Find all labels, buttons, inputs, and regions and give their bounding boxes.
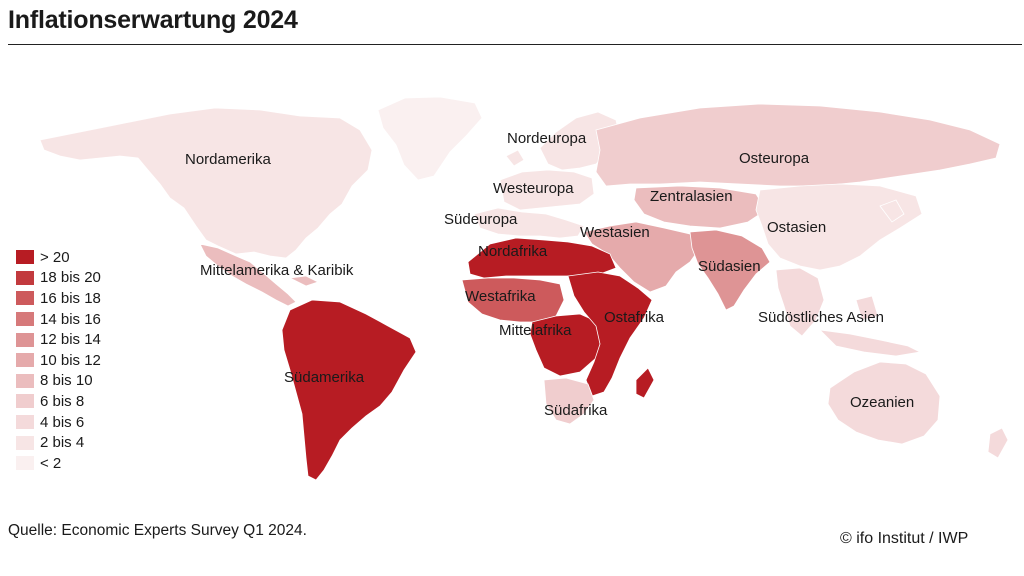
legend-label: 12 bis 14 xyxy=(40,331,101,349)
legend-item: 14 bis 16 xyxy=(16,309,101,330)
legend-swatch xyxy=(16,312,34,327)
region-label-mittelamerika: Mittelamerika & Karibik xyxy=(200,262,354,279)
region-shape-nordafrika xyxy=(467,237,617,279)
region-shape-mittelamerika xyxy=(199,243,320,307)
legend-item: 2 bis 4 xyxy=(16,432,101,453)
legend-swatch xyxy=(16,456,34,471)
region-label-osteuropa: Osteuropa xyxy=(739,150,810,167)
region-shape-ostasien xyxy=(755,183,923,271)
region-label-westeuropa: Westeuropa xyxy=(493,180,574,197)
title-rule xyxy=(8,44,1022,45)
legend-label: 16 bis 18 xyxy=(40,289,101,307)
region-shape-suedoestliches-asien xyxy=(775,267,922,357)
region-label-suedafrika: Südafrika xyxy=(544,402,608,419)
legend-item: 6 bis 8 xyxy=(16,391,101,412)
region-shape-suedamerika xyxy=(281,299,417,481)
region-label-westasien: Westasien xyxy=(580,224,650,241)
legend-item: 12 bis 14 xyxy=(16,329,101,350)
legend-swatch xyxy=(16,435,34,450)
credit-note: © ifo Institut / IWP xyxy=(840,530,969,547)
legend-label: 4 bis 6 xyxy=(40,413,85,431)
region-label-ostafrika: Ostafrika xyxy=(604,309,665,326)
legend-swatch xyxy=(16,353,34,368)
map-title: Inflationserwartung 2024 xyxy=(8,6,298,34)
region-shape-suedafrika xyxy=(543,377,595,425)
legend-swatch xyxy=(16,373,34,388)
legend-label: < 2 xyxy=(40,454,62,472)
legend-item: > 20 xyxy=(16,247,101,268)
region-label-zentralasien: Zentralasien xyxy=(650,188,733,205)
legend-label: 18 bis 20 xyxy=(40,269,101,287)
legend-label: 10 bis 12 xyxy=(40,351,101,369)
region-label-nordamerika: Nordamerika xyxy=(185,151,271,168)
legend-item: 4 bis 6 xyxy=(16,412,101,433)
legend-label: 14 bis 16 xyxy=(40,310,101,328)
legend-label: 6 bis 8 xyxy=(40,392,85,410)
legend-swatch xyxy=(16,394,34,409)
region-shape-ostafrika xyxy=(567,271,655,399)
region-label-suedoestliches-asien: Südöstliches Asien xyxy=(758,309,884,326)
region-label-suedeuropa: Südeuropa xyxy=(444,211,518,228)
source-note: Quelle: Economic Experts Survey Q1 2024. xyxy=(8,522,307,539)
region-label-ostasien: Ostasien xyxy=(767,219,827,236)
legend-item: 10 bis 12 xyxy=(16,350,101,371)
region-shape-ozeanien xyxy=(827,361,1009,459)
legend-item: < 2 xyxy=(16,453,101,474)
region-shape-mittelafrika xyxy=(529,313,605,377)
map-legend: > 20 18 bis 20 16 bis 18 14 bis 16 12 bi… xyxy=(16,247,101,474)
region-label-nordeuropa: Nordeuropa xyxy=(507,130,587,147)
legend-swatch xyxy=(16,270,34,285)
legend-item: 18 bis 20 xyxy=(16,268,101,289)
region-shape-osteuropa xyxy=(595,103,1001,187)
region-shape-suedeuropa xyxy=(473,207,585,239)
region-label-mittelafrika: Mittelafrika xyxy=(499,322,572,339)
region-label-suedasien: Südasien xyxy=(698,258,761,275)
region-shape-suedasien xyxy=(689,229,771,311)
legend-swatch xyxy=(16,250,34,265)
legend-swatch xyxy=(16,332,34,347)
legend-label: > 20 xyxy=(40,248,70,266)
region-label-ozeanien: Ozeanien xyxy=(850,394,915,411)
legend-item: 8 bis 10 xyxy=(16,371,101,392)
legend-swatch xyxy=(16,291,34,306)
legend-item: 16 bis 18 xyxy=(16,288,101,309)
legend-label: 2 bis 4 xyxy=(40,434,85,452)
region-shape-nordamerika xyxy=(39,107,373,259)
region-shape-westeuropa xyxy=(499,169,595,211)
region-shape-zentralasien xyxy=(633,185,767,229)
region-label-suedamerika: Südamerika xyxy=(284,369,365,386)
region-shape-greenland xyxy=(377,96,483,181)
legend-label: 8 bis 10 xyxy=(40,372,93,390)
region-label-westafrika: Westafrika xyxy=(465,288,536,305)
region-label-nordafrika: Nordafrika xyxy=(478,243,548,260)
legend-swatch xyxy=(16,415,34,430)
